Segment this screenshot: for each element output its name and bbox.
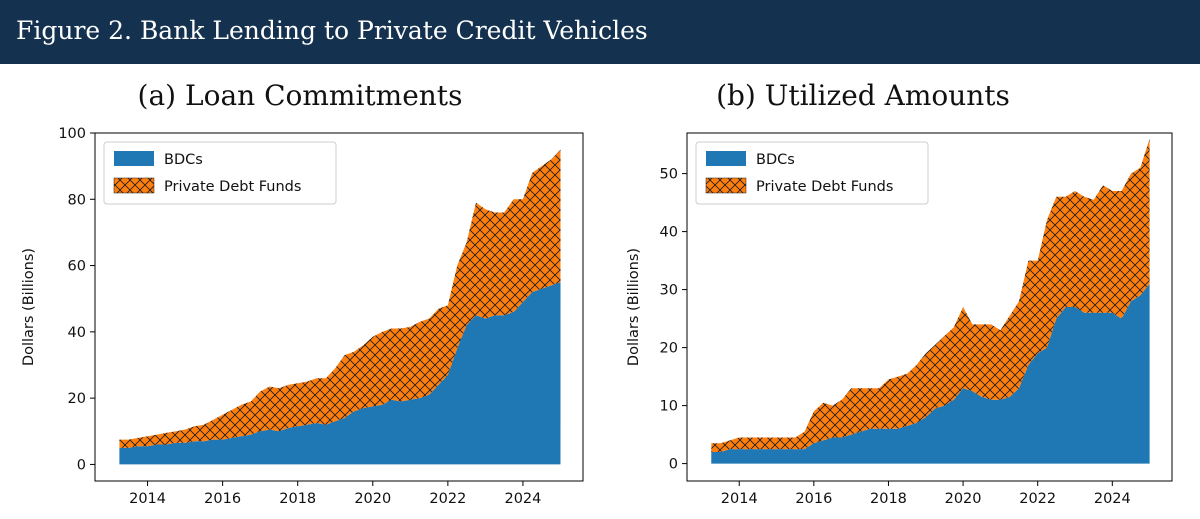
chart-a-y-axis-label: Dollars (Billions) [21, 248, 37, 366]
chart-a-x-tick-label: 2022 [429, 491, 466, 507]
chart-b-x-tick-label: 2022 [1019, 491, 1056, 507]
chart-b-legend-swatch-bdcs [706, 151, 746, 166]
chart-a-area-bdcs [119, 282, 561, 465]
chart-b-y-tick-label: 40 [660, 225, 678, 241]
chart-b-y-tick-label: 0 [669, 457, 678, 473]
chart-b-x-tick-label: 2020 [945, 491, 982, 507]
figure-title: Figure 2. Bank Lending to Private Credit… [16, 16, 648, 45]
chart-a-legend-label-bdcs: BDCs [164, 152, 203, 168]
chart-b-y-tick-label: 50 [660, 167, 678, 183]
chart-a-title: (a) Loan Commitments [137, 79, 463, 112]
chart-b-legend-label-bdcs: BDCs [756, 152, 795, 168]
chart-a-x-tick-label: 2014 [129, 491, 166, 507]
chart-b-legend: BDCs Private Debt Funds [695, 141, 929, 205]
chart-b-legend-swatch-private-debt-funds [705, 177, 747, 194]
chart-a-x-tick-label: 2016 [204, 491, 241, 507]
chart-a-area-private-debt-funds [119, 149, 561, 448]
chart-b-axes-frame [686, 132, 1173, 482]
chart-a-legend: BDCs Private Debt Funds [103, 141, 337, 205]
chart-b-x-tick-label: 2016 [795, 491, 832, 507]
chart-a-y-tick-label: 80 [68, 192, 86, 208]
chart-a-legend-swatch-private-debt-funds [113, 177, 155, 194]
chart-a: 2014 2016 2018 2020 2022 2024 0 20 40 60 80 100 Doll… [21, 126, 584, 507]
chart-a-y-tick-label: 0 [77, 457, 86, 473]
chart-a-legend-label-private-debt-funds: Private Debt Funds [164, 179, 301, 195]
chart-b-title: (b) Utilized Amounts [716, 79, 1010, 112]
chart-b-x-tick-label: 2024 [1094, 491, 1131, 507]
chart-b-y-tick-label: 30 [660, 283, 678, 299]
chart-b-x-tick-label: 2014 [721, 491, 758, 507]
chart-b-area-private-debt-funds [711, 138, 1150, 453]
chart-b-y-tick-label: 20 [660, 341, 678, 357]
chart-b-area-bdcs [711, 283, 1150, 464]
chart-b-legend-label-private-debt-funds: Private Debt Funds [756, 179, 893, 195]
chart-a-x-tick-label: 2020 [354, 491, 391, 507]
chart-a-y-tick-label: 60 [68, 259, 86, 275]
chart-a-y-tick-label: 20 [68, 391, 86, 407]
chart-a-axes-frame [94, 132, 584, 482]
chart-a-x-tick-label: 2018 [279, 491, 316, 507]
chart-a-x-tick-label: 2024 [504, 491, 541, 507]
chart-b-y-tick-label: 10 [660, 399, 678, 415]
chart-a-y-tick-label: 40 [68, 325, 86, 341]
chart-b-x-tick-label: 2018 [870, 491, 907, 507]
chart-b-y-axis-label: Dollars (Billions) [626, 248, 642, 366]
chart-a-legend-swatch-bdcs [114, 151, 154, 166]
chart-a-y-tick-label: 100 [58, 126, 86, 142]
figure-banner: Figure 2. Bank Lending to Private Credit… [0, 0, 1200, 64]
